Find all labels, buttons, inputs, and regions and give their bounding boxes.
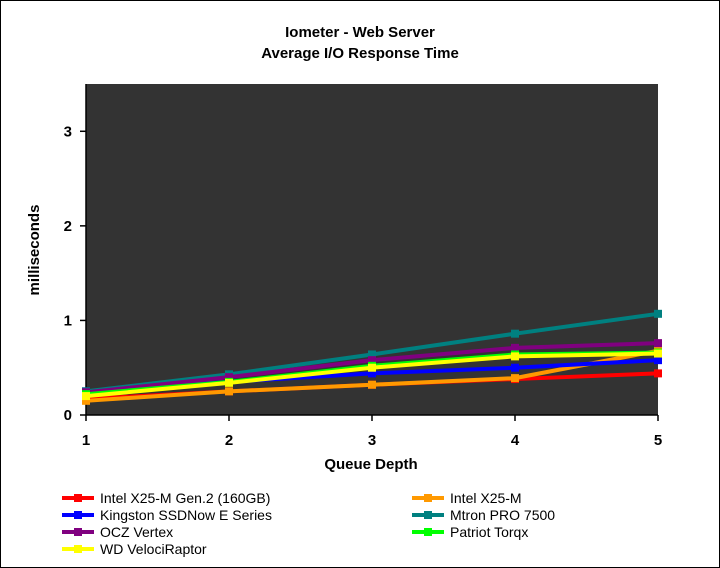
y-tick-label: 3 [64, 123, 72, 140]
legend-item: OCZ Vertex [62, 524, 173, 540]
data-point [368, 369, 376, 378]
y-tick-label: 2 [64, 218, 72, 235]
legend-swatch [62, 544, 94, 554]
legend-swatch [62, 510, 94, 520]
legend-item: Patriot Torqx [412, 524, 528, 540]
data-point [82, 392, 90, 401]
legend-item: Kingston SSDNow E Series [62, 507, 272, 523]
data-point [511, 343, 519, 352]
y-tick-label: 1 [64, 312, 72, 329]
legend-label: Intel X25-M Gen.2 (160GB) [100, 490, 271, 506]
data-point [654, 369, 662, 378]
x-tick-label: 4 [511, 432, 520, 449]
y-tick-label: 0 [64, 407, 72, 424]
x-axis-title: Queue Depth [324, 456, 417, 473]
x-tick-label: 3 [368, 432, 376, 449]
legend-label: WD VelociRaptor [100, 541, 207, 557]
legend-swatch [62, 493, 94, 503]
data-point [654, 349, 662, 358]
legend-label: Patriot Torqx [450, 524, 529, 540]
legend-swatch [412, 510, 444, 520]
legend-label: Kingston SSDNow E Series [100, 507, 272, 523]
data-point [654, 339, 662, 348]
data-point [511, 374, 519, 383]
data-point [225, 373, 233, 382]
chart-title: Iometer - Web Server [285, 24, 435, 41]
legend-item: Mtron PRO 7500 [412, 507, 555, 523]
legend-swatch [62, 527, 94, 537]
x-tick-label: 5 [654, 432, 662, 449]
y-axis-title: milliseconds [26, 205, 43, 296]
data-point [368, 380, 376, 389]
legend-item: Intel X25-M [412, 490, 522, 506]
data-point [511, 329, 519, 338]
legend-item: Intel X25-M Gen.2 (160GB) [62, 490, 270, 506]
data-point [368, 350, 376, 359]
data-point [225, 378, 233, 387]
legend-label: Mtron PRO 7500 [450, 507, 556, 523]
legend-label: Intel X25-M [450, 490, 522, 506]
x-tick-label: 2 [225, 432, 233, 449]
data-point [368, 356, 376, 365]
chart-subtitle: Average I/O Response Time [261, 45, 459, 62]
legend-swatch [412, 493, 444, 503]
data-point [654, 309, 662, 318]
data-point [654, 356, 662, 365]
data-point [511, 363, 519, 372]
data-point [225, 387, 233, 396]
x-tick-label: 1 [82, 432, 90, 449]
legend-item: WD VelociRaptor [62, 541, 207, 557]
data-point [511, 352, 519, 361]
data-point [368, 363, 376, 372]
legend-label: OCZ Vertex [100, 524, 174, 540]
legend-swatch [412, 527, 444, 537]
data-point [82, 396, 90, 405]
chart-title-block: Iometer - Web Server Average I/O Respons… [0, 22, 720, 64]
